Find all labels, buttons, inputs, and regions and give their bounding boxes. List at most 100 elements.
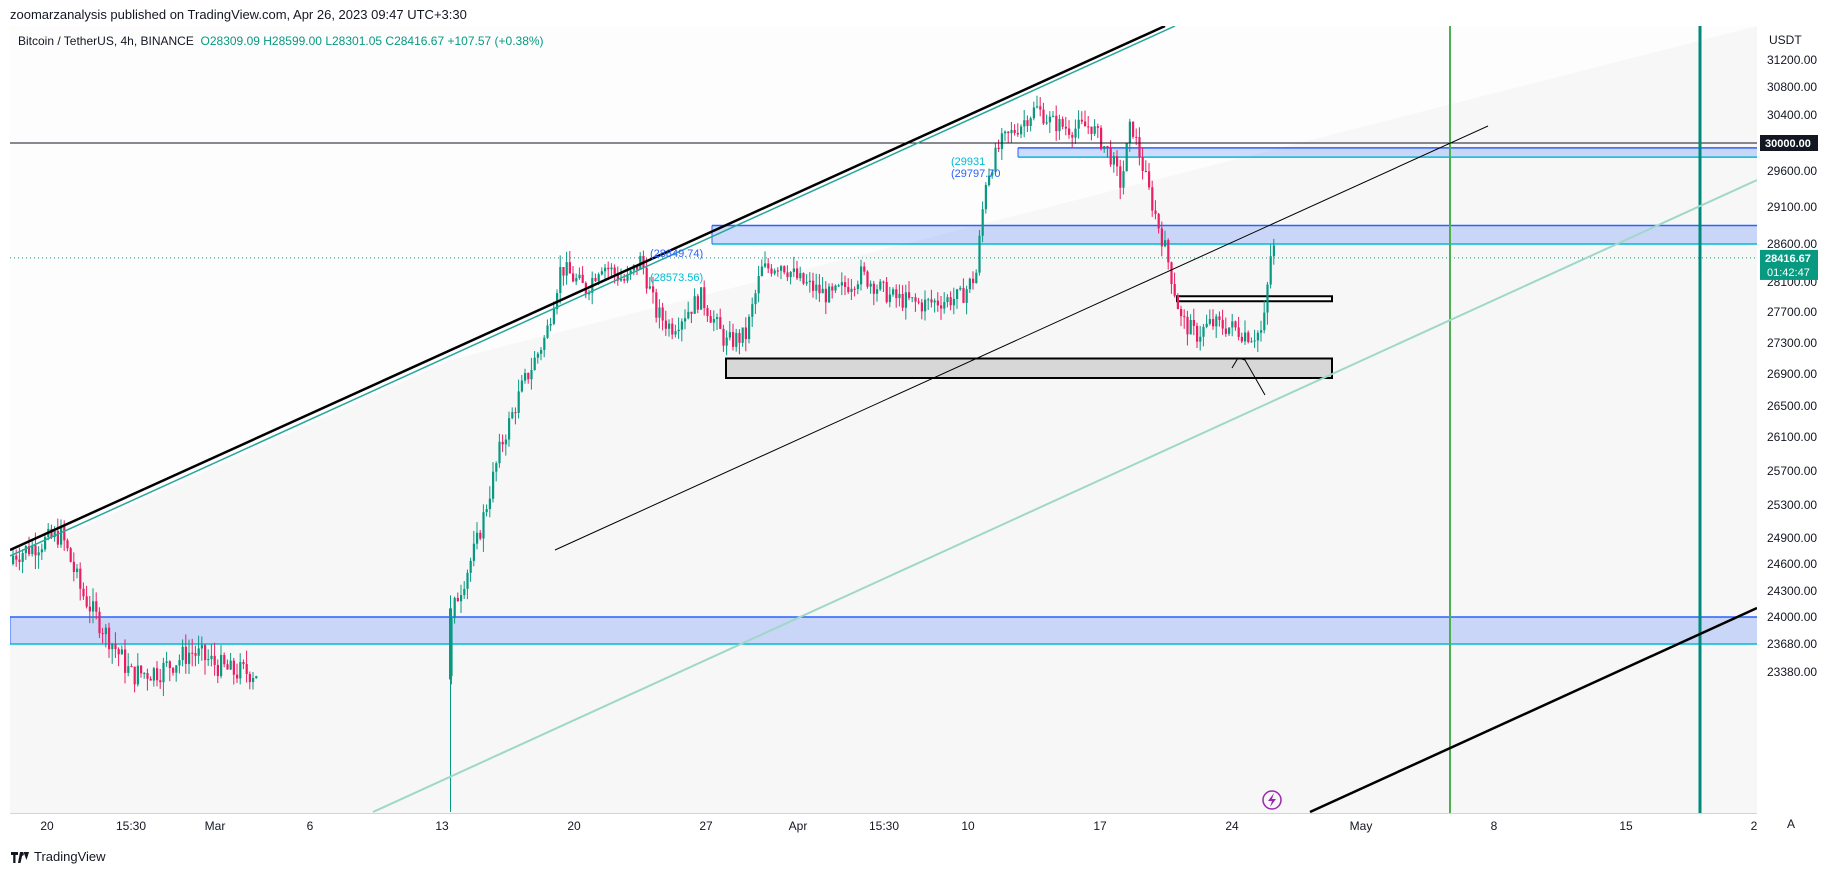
- candle-body: [610, 267, 613, 270]
- candle-body: [1090, 126, 1093, 134]
- upper-channel-line-teal: [10, 26, 1176, 557]
- candle-body: [968, 278, 971, 290]
- price-axis[interactable]: [1757, 26, 1834, 813]
- candle-body: [911, 297, 914, 299]
- x-tick-label: 15:30: [116, 819, 146, 833]
- candle-body: [1266, 284, 1269, 313]
- candle-body: [680, 321, 683, 330]
- candle-body: [40, 549, 43, 553]
- candle-body: [808, 280, 811, 283]
- y-tick-label: 27300.00: [1767, 336, 1817, 350]
- candle-body: [1061, 119, 1064, 127]
- candle-body: [866, 271, 869, 287]
- candle-body: [1228, 327, 1231, 334]
- candle-body: [856, 284, 859, 289]
- candle-body: [229, 660, 232, 670]
- candle-body: [658, 307, 661, 318]
- candle-body: [728, 332, 731, 338]
- candle-body: [770, 268, 773, 274]
- candle-body: [1170, 262, 1173, 284]
- candle-body: [1202, 326, 1205, 337]
- candle-body: [1132, 121, 1135, 137]
- candle-body: [543, 337, 546, 350]
- footer-brand[interactable]: TradingView: [10, 849, 106, 864]
- publisher-header: zoomarzanalysis published on TradingView…: [10, 7, 467, 22]
- symbol-label[interactable]: Bitcoin / TetherUS, 4h, BINANCE: [18, 34, 194, 48]
- candle-body: [1000, 133, 1003, 150]
- candle-body: [15, 555, 18, 560]
- candle-body: [1029, 118, 1032, 126]
- candle-body: [1096, 126, 1099, 128]
- candle-body: [1215, 316, 1218, 327]
- candle-body: [623, 278, 626, 281]
- x-tick-label: 27: [699, 819, 713, 833]
- candle-body: [517, 391, 520, 413]
- candle-body: [1253, 340, 1256, 342]
- candle-body: [552, 309, 555, 324]
- candle-body: [188, 652, 191, 664]
- candle-body: [908, 292, 911, 299]
- candle-body: [959, 287, 962, 290]
- candle-body: [50, 528, 53, 537]
- candle-body: [469, 560, 472, 573]
- candle-body: [1071, 134, 1074, 138]
- y-tick-label: 25300.00: [1767, 498, 1817, 512]
- candle-body: [1218, 316, 1221, 320]
- candle-body: [1048, 116, 1051, 123]
- time-axis[interactable]: [10, 813, 1757, 836]
- currency-label: USDT: [1769, 33, 1802, 47]
- candle-body: [719, 317, 722, 329]
- candle-body: [482, 512, 485, 539]
- candle-body: [21, 553, 24, 562]
- candle-body: [1010, 130, 1013, 134]
- candle-body: [162, 662, 165, 683]
- candle-body: [696, 296, 699, 310]
- price-annotation-2: (29797.70: [951, 168, 1001, 180]
- candle-body: [712, 319, 715, 323]
- upper-channel-line: [10, 26, 1166, 552]
- candle-body: [1135, 136, 1138, 138]
- candle-body: [1176, 295, 1179, 310]
- auto-scale-button[interactable]: A: [1787, 817, 1796, 831]
- candle-body: [933, 300, 936, 303]
- x-tick-label: 24: [1225, 819, 1239, 833]
- candle-body: [108, 627, 111, 650]
- candle-body: [549, 323, 552, 326]
- candle-body: [226, 664, 229, 670]
- candle-body: [1036, 106, 1039, 108]
- candle-body: [1208, 319, 1211, 324]
- candle-body: [636, 265, 639, 270]
- candle-body: [152, 668, 155, 681]
- candle-body: [117, 649, 120, 655]
- candle-body: [562, 267, 565, 276]
- candle-body: [853, 288, 856, 290]
- candle-body: [79, 568, 82, 589]
- candle-body: [952, 298, 955, 306]
- blue-zone-0: [712, 225, 1757, 244]
- candle-body: [869, 283, 872, 287]
- candle-body: [773, 270, 776, 274]
- candle-body: [172, 668, 175, 673]
- candle-body: [175, 665, 178, 673]
- y-tick-label: 29600.00: [1767, 164, 1817, 178]
- candle-body: [56, 530, 59, 545]
- candle-body: [863, 266, 866, 272]
- candle-body: [988, 175, 991, 186]
- candle-body: [799, 273, 802, 279]
- candle-body: [239, 662, 242, 679]
- candle-body: [1212, 319, 1215, 327]
- candle-body: [236, 674, 239, 679]
- candle-body: [1237, 327, 1240, 337]
- candle-body: [732, 332, 735, 347]
- candle-body: [1263, 312, 1266, 331]
- y-tick-label: 27700.00: [1767, 305, 1817, 319]
- candle-body: [738, 333, 741, 343]
- candle-body: [1055, 115, 1058, 132]
- candle-body: [1100, 127, 1103, 150]
- candle-body: [1074, 128, 1077, 138]
- candle-body: [824, 288, 827, 303]
- candle-body: [1144, 171, 1147, 173]
- level-30000-badge-text: 30000.00: [1765, 138, 1811, 150]
- lower-channel-line: [372, 179, 1757, 813]
